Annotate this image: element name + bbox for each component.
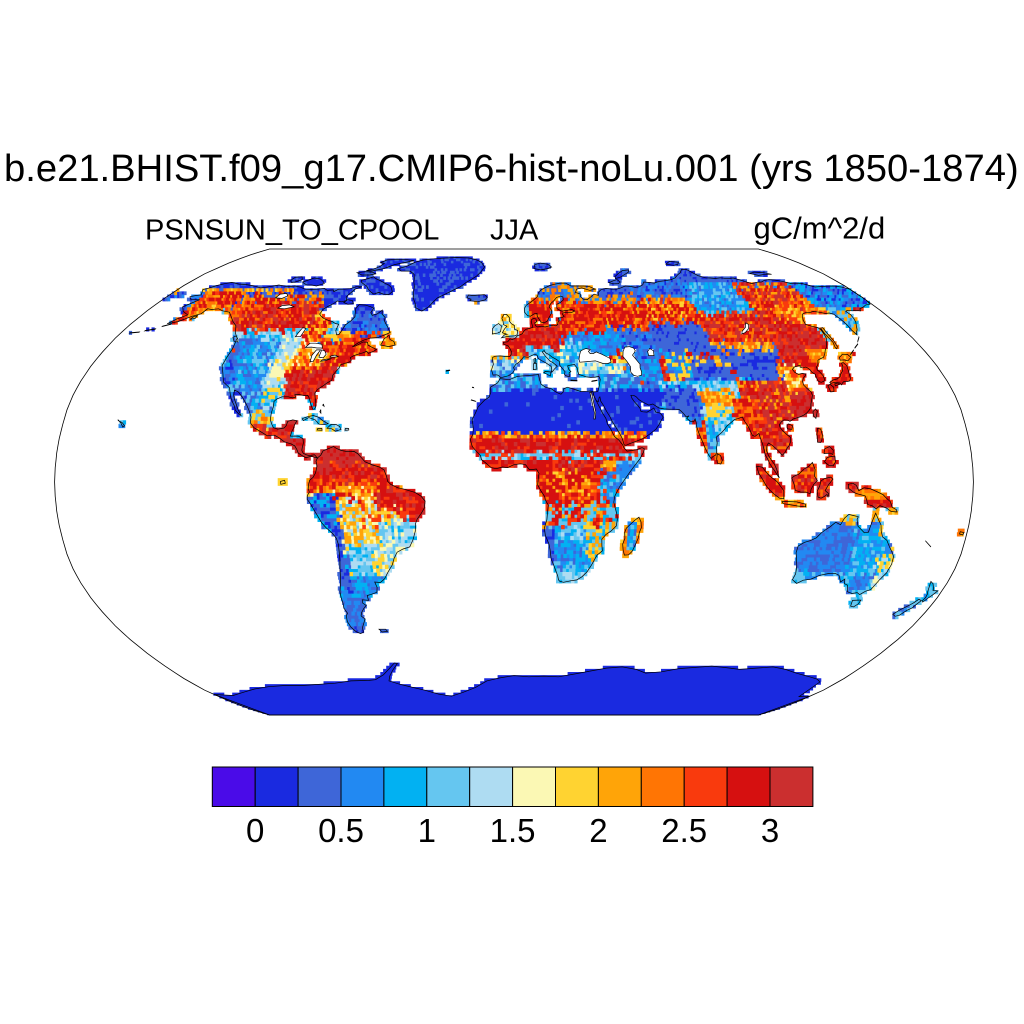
svg-text:0: 0 [246,812,264,849]
svg-text:PSNSUN_TO_CPOOL: PSNSUN_TO_CPOOL [145,215,439,247]
svg-text:b.e21.BHIST.f09_g17.CMIP6-hist: b.e21.BHIST.f09_g17.CMIP6-hist-noLu.001 … [4,147,1019,190]
svg-text:0.5: 0.5 [318,812,364,849]
svg-text:3: 3 [761,812,779,849]
svg-text:2.5: 2.5 [661,812,707,849]
svg-text:1.5: 1.5 [490,812,536,849]
svg-text:gC/m^2/d: gC/m^2/d [754,211,886,246]
svg-text:1: 1 [418,812,436,849]
svg-text:2: 2 [589,812,607,849]
svg-text:JJA: JJA [490,215,539,247]
